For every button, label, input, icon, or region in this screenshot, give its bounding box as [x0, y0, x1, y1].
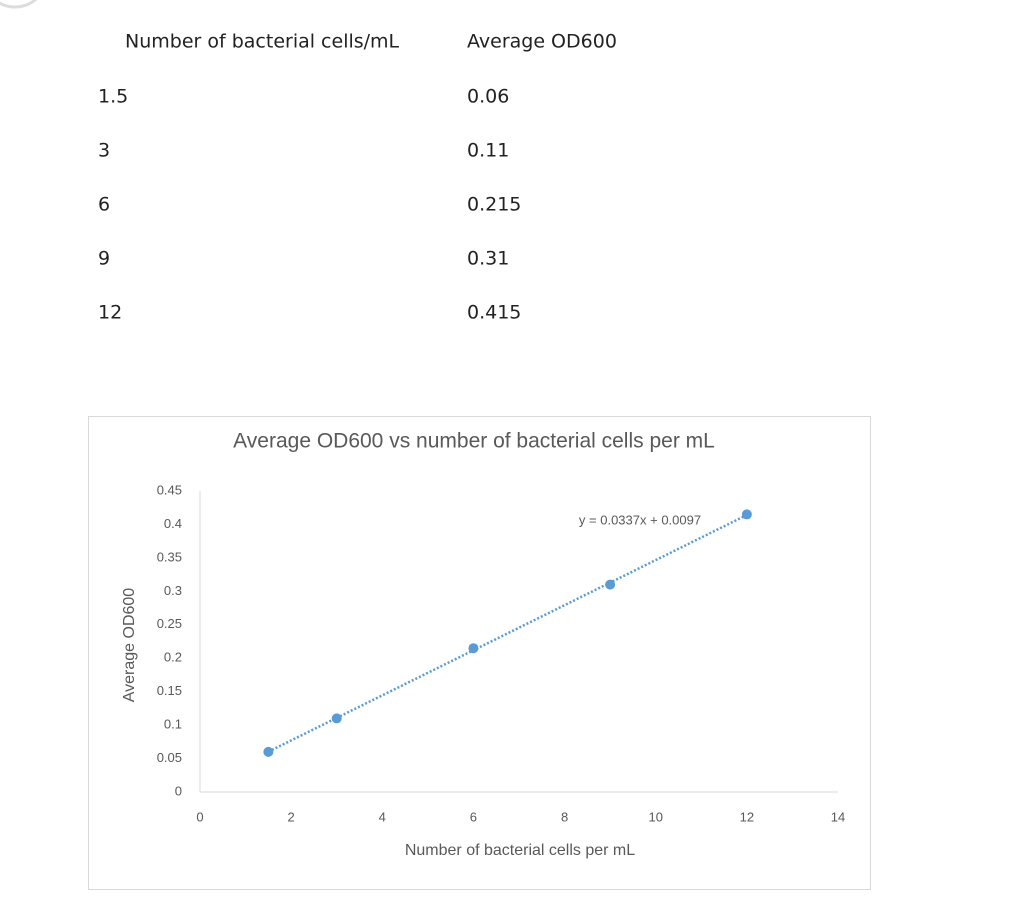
y-tick-label: 0.05 — [157, 750, 182, 765]
y-tick-label: 0.2 — [164, 650, 182, 665]
table-cell: 1.5 — [98, 86, 128, 108]
x-tick-label: 2 — [288, 809, 295, 824]
table-cell: 6 — [98, 194, 110, 216]
point — [605, 579, 616, 590]
x-tick-label: 8 — [561, 809, 568, 824]
avatar-edge — [0, 0, 38, 9]
chart-frame — [88, 416, 871, 890]
x-tick-label: 10 — [648, 809, 662, 824]
point — [741, 509, 752, 520]
table-cell: 3 — [98, 140, 110, 162]
y-tick-label: 0.45 — [157, 482, 182, 497]
y-tick-label: 0 — [175, 783, 182, 798]
y-tick-label: 0.15 — [157, 683, 182, 698]
x-tick-label: 0 — [196, 809, 203, 824]
y-tick-label: 0.1 — [164, 717, 182, 732]
y-tick-label: 0.4 — [164, 516, 182, 531]
point — [331, 713, 342, 724]
trendline-label: y = 0.0337x + 0.0097 — [579, 512, 701, 527]
y-tick-label: 0.25 — [157, 616, 182, 631]
x-tick-label: 4 — [379, 809, 386, 824]
point — [468, 643, 479, 654]
x-tick-label: 14 — [831, 809, 845, 824]
table-cell: 9 — [98, 248, 110, 270]
table-cell: 0.215 — [467, 194, 521, 216]
table-header: Number of bacterial cells/mL — [125, 31, 400, 53]
x-tick-label: 12 — [740, 809, 754, 824]
table-cell: 0.415 — [467, 302, 521, 324]
y-axis-label: Average OD600 — [121, 588, 138, 703]
table-header: Average OD600 — [467, 31, 617, 53]
table-cell: 0.11 — [467, 140, 509, 162]
y-tick-label: 0.35 — [157, 549, 182, 564]
point — [263, 746, 274, 757]
table-cell: 12 — [98, 302, 122, 324]
y-tick-label: 0.3 — [164, 583, 182, 598]
chart-title: Average OD600 vs number of bacterial cel… — [233, 430, 715, 453]
trendline — [267, 513, 748, 753]
table-cell: 0.31 — [467, 248, 509, 270]
x-tick-label: 6 — [470, 809, 477, 824]
table-cell: 0.06 — [467, 86, 509, 108]
x-axis-label: Number of bacterial cells per mL — [405, 842, 635, 859]
